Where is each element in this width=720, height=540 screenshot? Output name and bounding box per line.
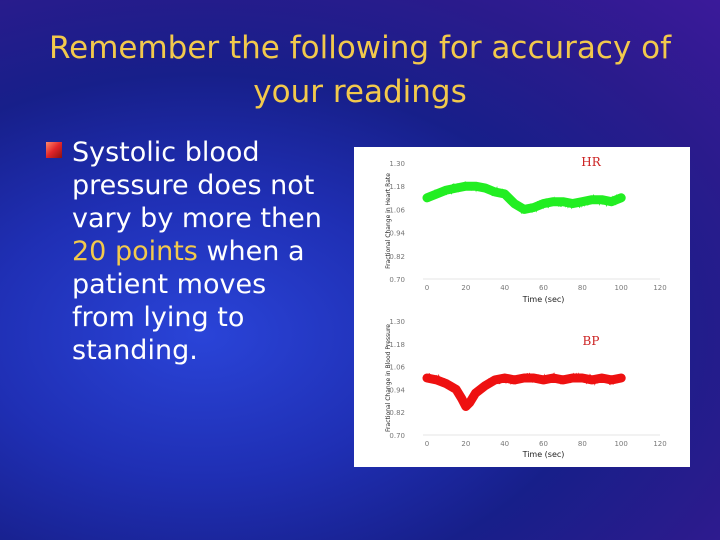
chart-title: HR: [581, 155, 601, 169]
bullet-text: Systolic blood pressure does not vary by…: [72, 136, 352, 367]
bullet-square-icon: [46, 142, 62, 158]
x-tick-label: 0: [425, 440, 429, 448]
y-axis-label: Fractional Change in Heart Rate: [385, 173, 392, 269]
series-line: [426, 181, 621, 215]
x-tick-label: 120: [653, 284, 666, 292]
bullet-line: patient moves: [72, 269, 267, 300]
bullet-line: from lying to: [72, 302, 245, 333]
highlighted-value: 20 points: [72, 236, 198, 267]
charts-svg: 1.30 1.18 1.06 0.94 0.82 0.70 0 20 40 60 80 100 120 T…: [385, 155, 667, 459]
y-tick-label: 1.18: [389, 183, 405, 191]
x-tick-label: 80: [578, 284, 587, 292]
y-tick-label: 0.82: [389, 409, 405, 417]
y-tick-label: 1.18: [389, 341, 405, 349]
y-tick-label: 1.30: [389, 318, 405, 326]
x-tick-label: 20: [461, 284, 470, 292]
bullet-line: 20 points when a: [72, 235, 352, 268]
x-tick-label: 80: [578, 440, 587, 448]
bullet-line: pressure does not: [72, 170, 315, 201]
x-tick-label: 40: [500, 440, 509, 448]
x-tick-label: 60: [539, 440, 548, 448]
x-tick-label: 100: [614, 284, 627, 292]
x-tick-label: 120: [653, 440, 666, 448]
chart-title: BP: [583, 334, 600, 348]
chart-figure: 1.30 1.18 1.06 0.94 0.82 0.70 0 20 40 60 80 100 120 T…: [354, 147, 690, 467]
y-tick-label: 0.70: [389, 276, 405, 284]
y-tick-label: 0.82: [389, 253, 405, 261]
y-tick-label: 1.06: [389, 364, 405, 372]
series-line: [426, 372, 621, 411]
x-axis-label: Time (sec): [522, 450, 565, 459]
y-tick-label: 0.70: [389, 432, 405, 440]
y-tick-label: 1.06: [389, 206, 405, 214]
y-tick-label: 1.30: [389, 160, 405, 168]
bullet-line: standing.: [72, 335, 198, 366]
slide-title: Remember the following for accuracy of y…: [48, 30, 672, 110]
bullet-line-rest: when a: [197, 236, 305, 267]
x-tick-label: 20: [461, 440, 470, 448]
y-tick-label: 0.94: [389, 230, 405, 238]
x-tick-label: 100: [614, 440, 627, 448]
x-tick-label: 0: [425, 284, 429, 292]
x-tick-label: 40: [500, 284, 509, 292]
bullet-line: vary by more then: [72, 203, 322, 234]
x-axis-label: Time (sec): [522, 295, 565, 304]
y-axis-label: Fractional Change in Blood Pressure: [385, 324, 392, 432]
y-tick-label: 0.94: [389, 386, 405, 394]
bullet-line: Systolic blood: [72, 137, 260, 168]
x-tick-label: 60: [539, 284, 548, 292]
